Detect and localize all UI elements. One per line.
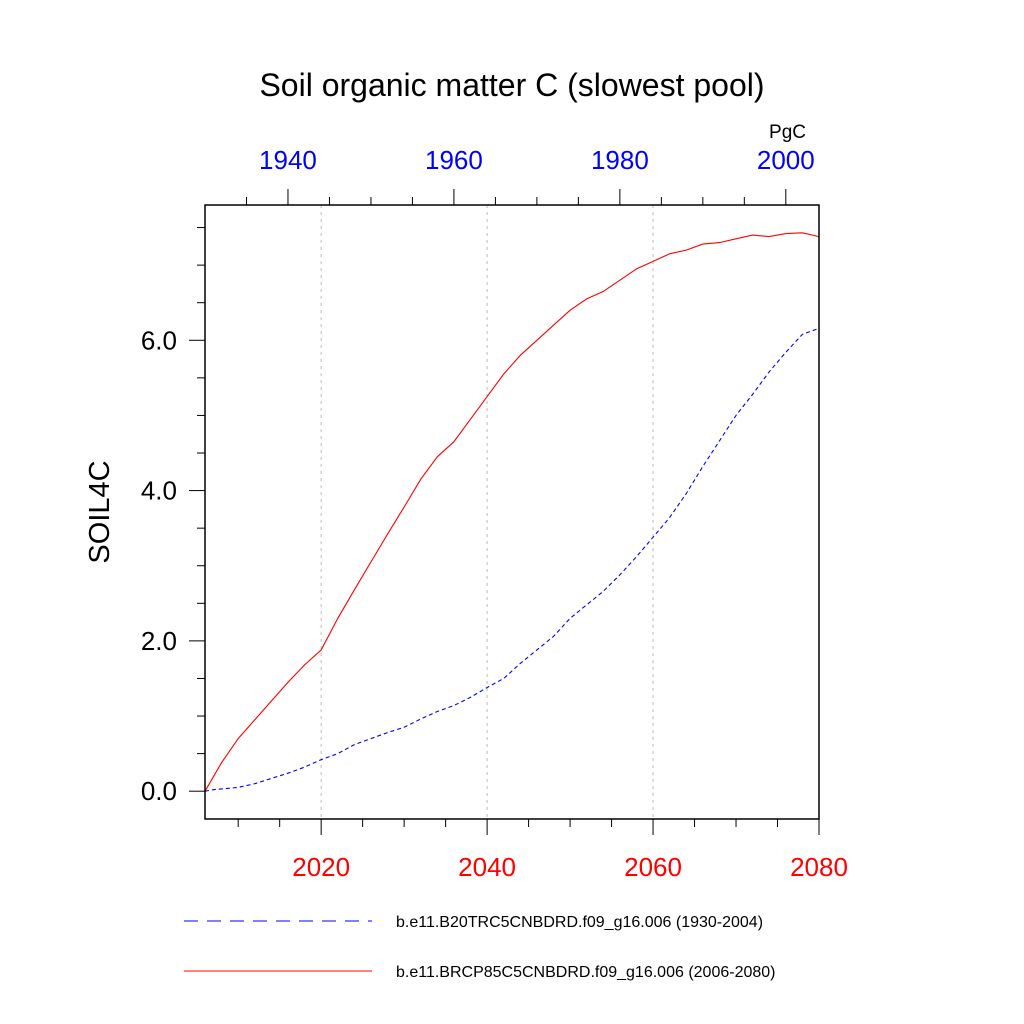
- top-axis-tick-label: 1940: [259, 145, 317, 175]
- top-axis-tick-label: 1960: [425, 145, 483, 175]
- y-axis-tick-label: 2.0: [141, 626, 177, 656]
- bottom-axis-tick-label: 2080: [790, 852, 848, 882]
- bottom-axis-tick-label: 2040: [458, 852, 516, 882]
- legend-label-historical: b.e11.B20TRC5CNBDRD.f09_g16.006 (1930-20…: [396, 914, 763, 931]
- plot-frame: [204, 204, 820, 820]
- series-line-rcp85: [204, 232, 820, 792]
- top-axis-tick-label: 1980: [591, 145, 649, 175]
- bottom-axis-tick-label: 2060: [624, 852, 682, 882]
- y-axis-label: SOIL4C: [84, 460, 116, 563]
- axis-layer: 2020 2040 2060 2080 1940 1960 1980 2000 0.0 2.0 4.…: [141, 145, 848, 882]
- series-layer: [204, 232, 820, 792]
- series-line-historical: [204, 327, 820, 792]
- y-axis-tick-label: 0.0: [141, 776, 177, 806]
- grid-layer: [320, 205, 654, 819]
- bottom-axis-tick-label: 2020: [292, 852, 350, 882]
- legend: b.e11.B20TRC5CNBDRD.f09_g16.006 (1930-20…: [184, 914, 775, 981]
- y-axis-tick-label: 4.0: [141, 476, 177, 506]
- chart-title: Soil organic matter C (slowest pool): [259, 67, 764, 103]
- units-label: PgC: [769, 122, 806, 143]
- y-axis-tick-label: 6.0: [141, 325, 177, 355]
- legend-label-rcp85: b.e11.BRCP85C5CNBDRD.f09_g16.006 (2006-2…: [396, 964, 775, 981]
- top-axis-tick-label: 2000: [757, 145, 815, 175]
